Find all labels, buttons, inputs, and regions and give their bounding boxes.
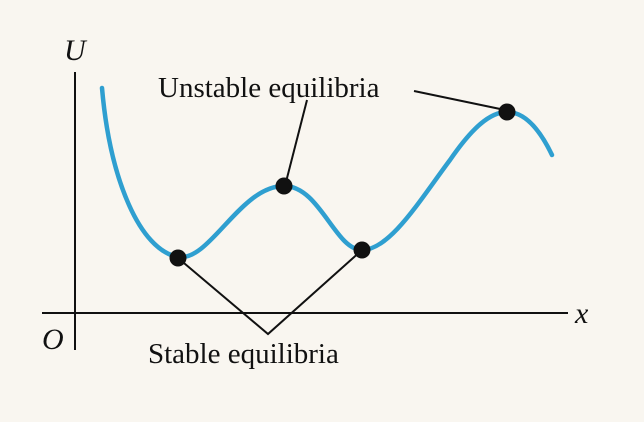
unstable-equilibrium-point-2	[498, 103, 516, 121]
potential-energy-curve	[99, 85, 555, 260]
unstable-pointer-line-1	[285, 99, 308, 183]
unstable-pointer-line-2	[413, 90, 506, 111]
stable-equilibrium-point-2	[353, 241, 371, 259]
stable-pointer-lines	[177, 249, 363, 336]
unstable-equilibrium-point-1	[275, 177, 293, 195]
y-axis-label: U	[64, 34, 88, 67]
origin-label: O	[42, 323, 64, 356]
unstable-equilibria-label: Unstable equilibria	[158, 72, 380, 104]
stable-equilibrium-point-1	[169, 249, 187, 267]
stable-equilibria-label: Stable equilibria	[148, 338, 339, 370]
x-axis-label: x	[574, 297, 589, 330]
